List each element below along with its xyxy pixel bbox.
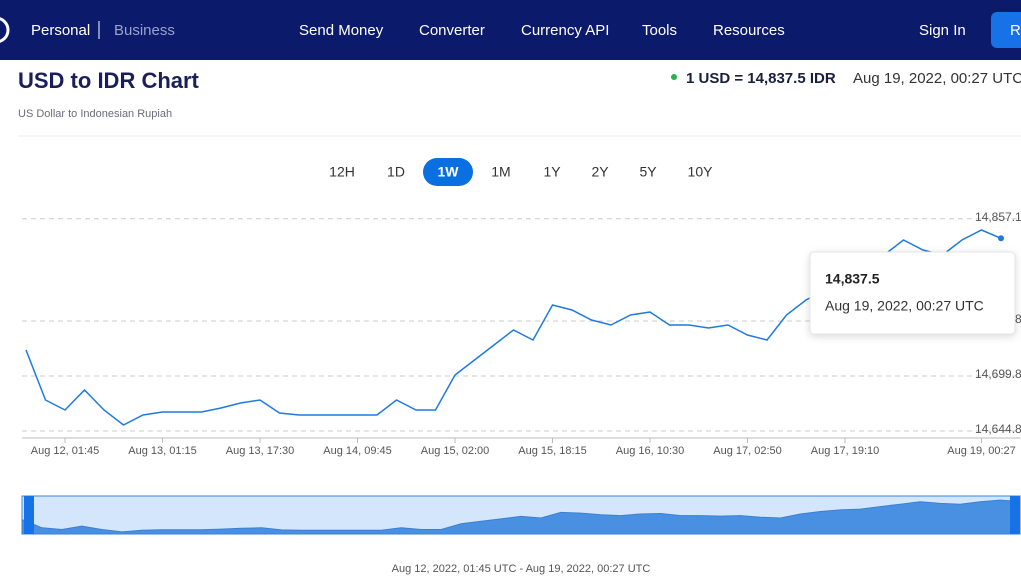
navigator-area [21, 499, 1021, 535]
nav-link[interactable]: Resources [713, 22, 785, 39]
y-tick-label: 14,699.8 [975, 367, 1021, 381]
nav-business[interactable]: Business [114, 22, 175, 39]
range-tab[interactable]: 1W [438, 164, 460, 180]
navigator-handle[interactable] [24, 496, 34, 534]
range-tab[interactable]: 1D [387, 164, 405, 180]
tooltip-value: 14,837.5 [825, 271, 880, 287]
navigator-series [21, 499, 1021, 535]
x-tick-label: Aug 15, 02:00 [421, 445, 490, 457]
y-tick-label: 14,857.1 [975, 210, 1021, 224]
nav-link[interactable]: Currency API [521, 22, 609, 39]
last-point [998, 235, 1004, 242]
range-tab[interactable]: 1M [491, 164, 510, 180]
range-tab[interactable]: 12H [329, 164, 355, 180]
sign-in[interactable]: Sign In [919, 22, 966, 39]
subtitle: US Dollar to Indonesian Rupiah [18, 108, 172, 120]
navigator-range: Aug 12, 2022, 01:45 UTC - Aug 19, 2022, … [392, 563, 651, 575]
register-label[interactable]: Re [1010, 22, 1021, 39]
rate: 1 USD = 14,837.5 IDR [686, 70, 836, 87]
range-tab-active[interactable] [423, 158, 473, 186]
range-tab[interactable]: 5Y [639, 164, 657, 180]
nav-link[interactable]: Send Money [299, 22, 384, 39]
live-dot [671, 74, 677, 80]
range-tab[interactable]: 1Y [543, 164, 561, 180]
nav-bar [0, 0, 1021, 60]
nav-personal[interactable]: Personal [31, 22, 90, 39]
timestamp: Aug 19, 2022, 00:27 UTC [853, 70, 1021, 87]
y-tick-label: 14,644.8 [975, 422, 1021, 436]
range-tabs: 12H 1D 1W 1M 1Y 2Y 5Y 10Y [329, 158, 713, 186]
x-tick-label: Aug 14, 09:45 [323, 445, 392, 457]
x-tick-label: Aug 12, 01:45 [31, 445, 100, 457]
x-tick-label: Aug 13, 01:15 [128, 445, 197, 457]
x-tick-label: Aug 13, 17:30 [226, 445, 295, 457]
nav-link[interactable]: Tools [642, 22, 677, 39]
x-tick-label: Aug 17, 02:50 [713, 445, 782, 457]
range-tab[interactable]: 2Y [591, 164, 609, 180]
range-tab[interactable]: 10Y [688, 164, 714, 180]
title: USD to IDR Chart [18, 68, 200, 93]
nav-link[interactable]: Converter [419, 22, 485, 39]
x-tick-label: Aug 19, 00:27 [947, 445, 1016, 457]
x-tick-label: Aug 16, 10:30 [616, 445, 685, 457]
x-tick-label: Aug 17, 19:10 [811, 445, 880, 457]
register-button[interactable] [991, 12, 1021, 48]
tooltip-time: Aug 19, 2022, 00:27 UTC [825, 298, 984, 314]
logo[interactable] [0, 17, 10, 43]
navigator-handle[interactable] [1010, 496, 1020, 534]
x-tick-label: Aug 15, 18:15 [518, 445, 587, 457]
tooltip [809, 251, 1016, 335]
